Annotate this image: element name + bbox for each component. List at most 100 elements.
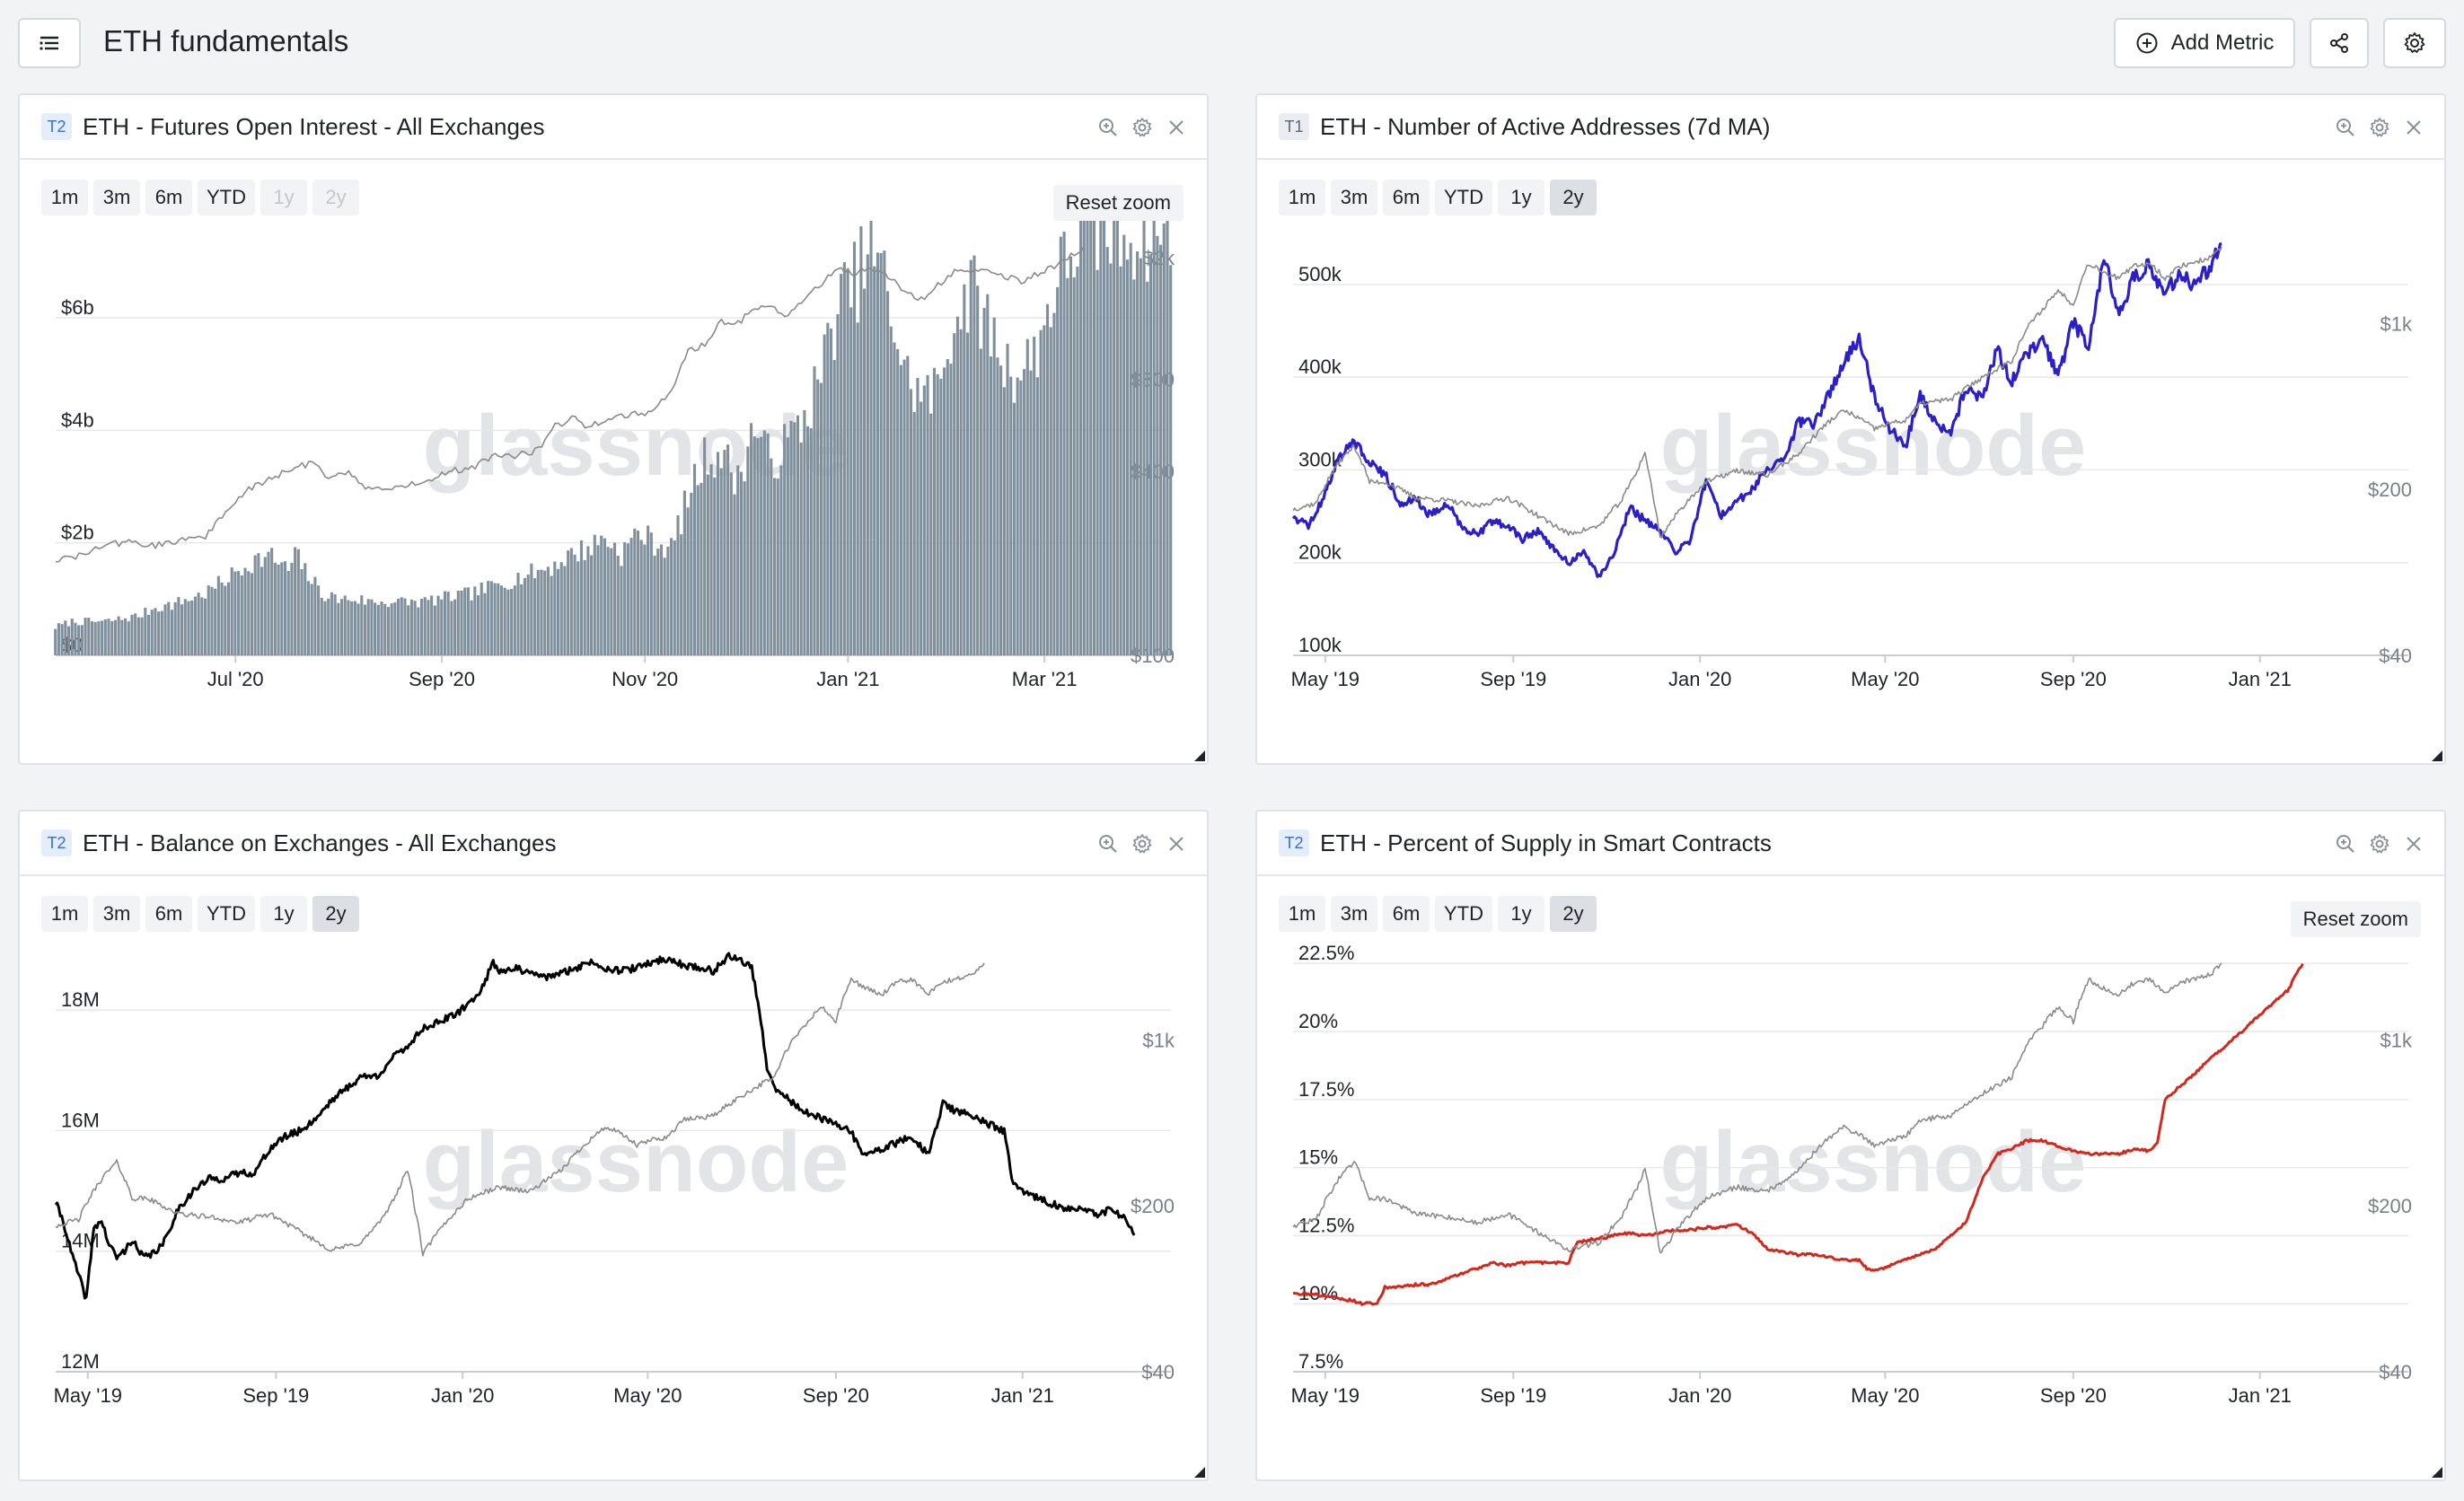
oi-bar [680, 534, 683, 655]
oi-bar [350, 601, 354, 655]
time-range-selector: 1m 3m 6m YTD 1y 2y [1279, 180, 1597, 215]
chart-plot[interactable]: glassnode$0$2b$4b$6b$100$400$800$2kJul '… [20, 221, 1210, 840]
gear-icon [2404, 32, 2425, 53]
oi-bar [230, 567, 233, 655]
range-button-1y[interactable]: 1y [1498, 896, 1544, 932]
oi-bar [926, 374, 929, 655]
add-metric-label: Add Metric [2170, 31, 2275, 55]
oi-bar [889, 326, 893, 655]
reset-zoom-button[interactable]: Reset zoom [1052, 185, 1184, 221]
oi-bar [819, 382, 823, 655]
resize-handle[interactable] [2432, 1467, 2442, 1478]
add-metric-button[interactable]: Add Metric [2114, 18, 2295, 68]
oi-bar [569, 548, 573, 655]
range-button-ytd[interactable]: YTD [1435, 896, 1492, 932]
oi-bar [440, 599, 444, 655]
resize-handle[interactable] [1194, 1467, 1205, 1478]
oi-bar [663, 557, 666, 655]
y-tick-label: 22.5% [1298, 942, 1354, 964]
oi-bar [304, 563, 307, 655]
oi-bar [906, 356, 910, 655]
range-button-2y[interactable]: 2y [1550, 896, 1597, 932]
oi-bar [397, 598, 400, 655]
zoom-icon[interactable] [1096, 831, 1121, 856]
range-button-6m[interactable]: 6m [1383, 180, 1430, 215]
oi-bar [1066, 277, 1069, 655]
panel-settings-icon[interactable] [2367, 115, 2392, 140]
oi-bar [536, 569, 540, 655]
range-button-1m[interactable]: 1m [41, 896, 88, 932]
range-button-ytd[interactable]: YTD [198, 180, 255, 215]
oi-bar [1162, 223, 1166, 655]
range-button-1m[interactable]: 1m [41, 180, 88, 215]
time-range-selector: 1m 3m 6m YTD 1y 2y [41, 896, 359, 932]
oi-bar [1148, 254, 1153, 655]
range-button-3m[interactable]: 3m [93, 180, 140, 215]
oi-bar [423, 597, 427, 655]
range-button-2y[interactable]: 2y [312, 896, 359, 932]
zoom-icon[interactable] [2333, 115, 2358, 140]
oi-bar [97, 620, 101, 655]
chart-plot[interactable]: glassnode100k200k300k400k500k$40$200$1kM… [1257, 221, 2448, 840]
dashboard-settings-button[interactable] [2383, 18, 2446, 68]
share-button[interactable] [2310, 18, 2369, 68]
panel-title: ETH - Futures Open Interest - All Exchan… [83, 113, 545, 140]
resize-handle[interactable] [2432, 750, 2442, 761]
oi-bar [214, 588, 217, 655]
range-button-6m[interactable]: 6m [145, 180, 192, 215]
oi-bar [1159, 244, 1163, 655]
oi-bar [144, 607, 147, 655]
oi-bar [489, 581, 493, 655]
oi-bar [600, 535, 603, 655]
range-button-2y[interactable]: 2y [1550, 180, 1597, 215]
oi-bar [559, 562, 563, 655]
range-button-1y[interactable]: 1y [260, 180, 307, 215]
range-button-6m[interactable]: 6m [145, 896, 192, 932]
oi-bar [93, 621, 97, 655]
resize-handle[interactable] [1194, 750, 1205, 761]
y-tick-label: 15% [1298, 1146, 1338, 1169]
chart-panel-balance-on-exchanges: T2 ETH - Balance on Exchanges - All Excha… [18, 810, 1209, 1481]
range-button-3m[interactable]: 3m [1331, 180, 1377, 215]
oi-bar [963, 284, 966, 655]
range-button-1m[interactable]: 1m [1279, 180, 1325, 215]
oi-bar [157, 611, 161, 655]
oi-bar [902, 359, 906, 655]
reset-zoom-button[interactable]: Reset zoom [2290, 901, 2421, 937]
panel-settings-icon[interactable] [1130, 831, 1155, 856]
close-icon[interactable] [2401, 115, 2426, 140]
zoom-icon[interactable] [2333, 831, 2358, 856]
oi-bar [74, 622, 77, 655]
right-y-tick-label: $200 [1131, 1195, 1175, 1217]
range-button-ytd[interactable]: YTD [198, 896, 255, 932]
range-button-6m[interactable]: 6m [1383, 896, 1430, 932]
oi-bar [1072, 276, 1076, 655]
close-icon[interactable] [1164, 115, 1189, 140]
x-tick-label: Sep '19 [1480, 668, 1546, 690]
close-icon[interactable] [2401, 831, 2426, 856]
range-button-1y[interactable]: 1y [260, 896, 307, 932]
zoom-icon[interactable] [1096, 115, 1121, 140]
range-button-3m[interactable]: 3m [1331, 896, 1377, 932]
range-button-ytd[interactable]: YTD [1435, 180, 1492, 215]
range-button-1m[interactable]: 1m [1279, 896, 1325, 932]
watermark-text: glassnode [1660, 1114, 2087, 1210]
oi-bar [996, 357, 999, 655]
oi-bar [453, 599, 457, 655]
oi-bar [84, 618, 87, 655]
range-button-2y[interactable]: 2y [312, 180, 359, 215]
oi-bar [760, 436, 763, 655]
oi-bar [1006, 343, 1009, 655]
oi-bar [779, 465, 783, 655]
panel-settings-icon[interactable] [1130, 115, 1155, 140]
oi-bar [150, 610, 154, 655]
range-button-3m[interactable]: 3m [93, 896, 140, 932]
panel-settings-icon[interactable] [2367, 831, 2392, 856]
close-icon[interactable] [1164, 831, 1189, 856]
menu-button[interactable] [18, 18, 81, 68]
oi-bar [167, 601, 171, 655]
x-tick-label: Jan '20 [1668, 1384, 1731, 1407]
range-button-1y[interactable]: 1y [1498, 180, 1544, 215]
chart-plot[interactable]: glassnode7.5%10%12.5%15%17.5%20%22.5%$40… [1257, 937, 2448, 1501]
